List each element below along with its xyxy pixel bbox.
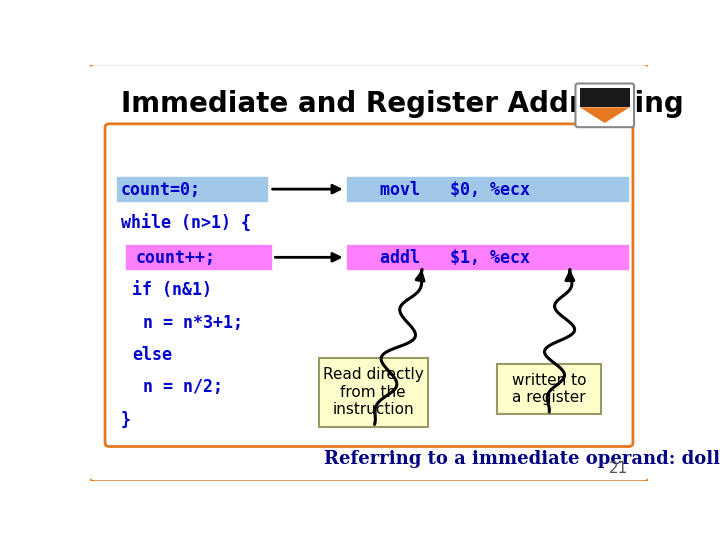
Text: movl   $0, %ecx: movl $0, %ecx [380, 180, 530, 199]
Polygon shape [580, 107, 629, 123]
Polygon shape [580, 87, 629, 107]
FancyBboxPatch shape [87, 63, 651, 483]
Text: }: } [121, 411, 131, 429]
Text: else: else [132, 346, 172, 364]
Text: addl   $1, %ecx: addl $1, %ecx [380, 249, 530, 267]
Text: count=0;: count=0; [121, 180, 201, 199]
Bar [126, 245, 271, 269]
FancyBboxPatch shape [498, 364, 600, 414]
Text: count++;: count++; [136, 249, 216, 267]
Bar [347, 177, 629, 201]
Text: while (n>1) {: while (n>1) { [121, 214, 251, 233]
Text: Immediate and Register Addressing: Immediate and Register Addressing [121, 90, 683, 118]
Text: n = n*3+1;: n = n*3+1; [143, 314, 243, 332]
FancyBboxPatch shape [105, 124, 633, 447]
Text: if (n&1): if (n&1) [132, 281, 212, 299]
Text: written to
a register: written to a register [512, 373, 586, 406]
Text: 21: 21 [609, 461, 629, 476]
Text: Referring to a immediate operand: dollar sign (“$”): Referring to a immediate operand: dollar… [324, 450, 720, 468]
Text: n = n/2;: n = n/2; [143, 379, 223, 396]
Bar [347, 245, 629, 269]
FancyBboxPatch shape [575, 84, 634, 127]
FancyBboxPatch shape [319, 358, 428, 427]
Bar [117, 177, 267, 201]
Text: Read directly
from the
instruction: Read directly from the instruction [323, 367, 423, 417]
